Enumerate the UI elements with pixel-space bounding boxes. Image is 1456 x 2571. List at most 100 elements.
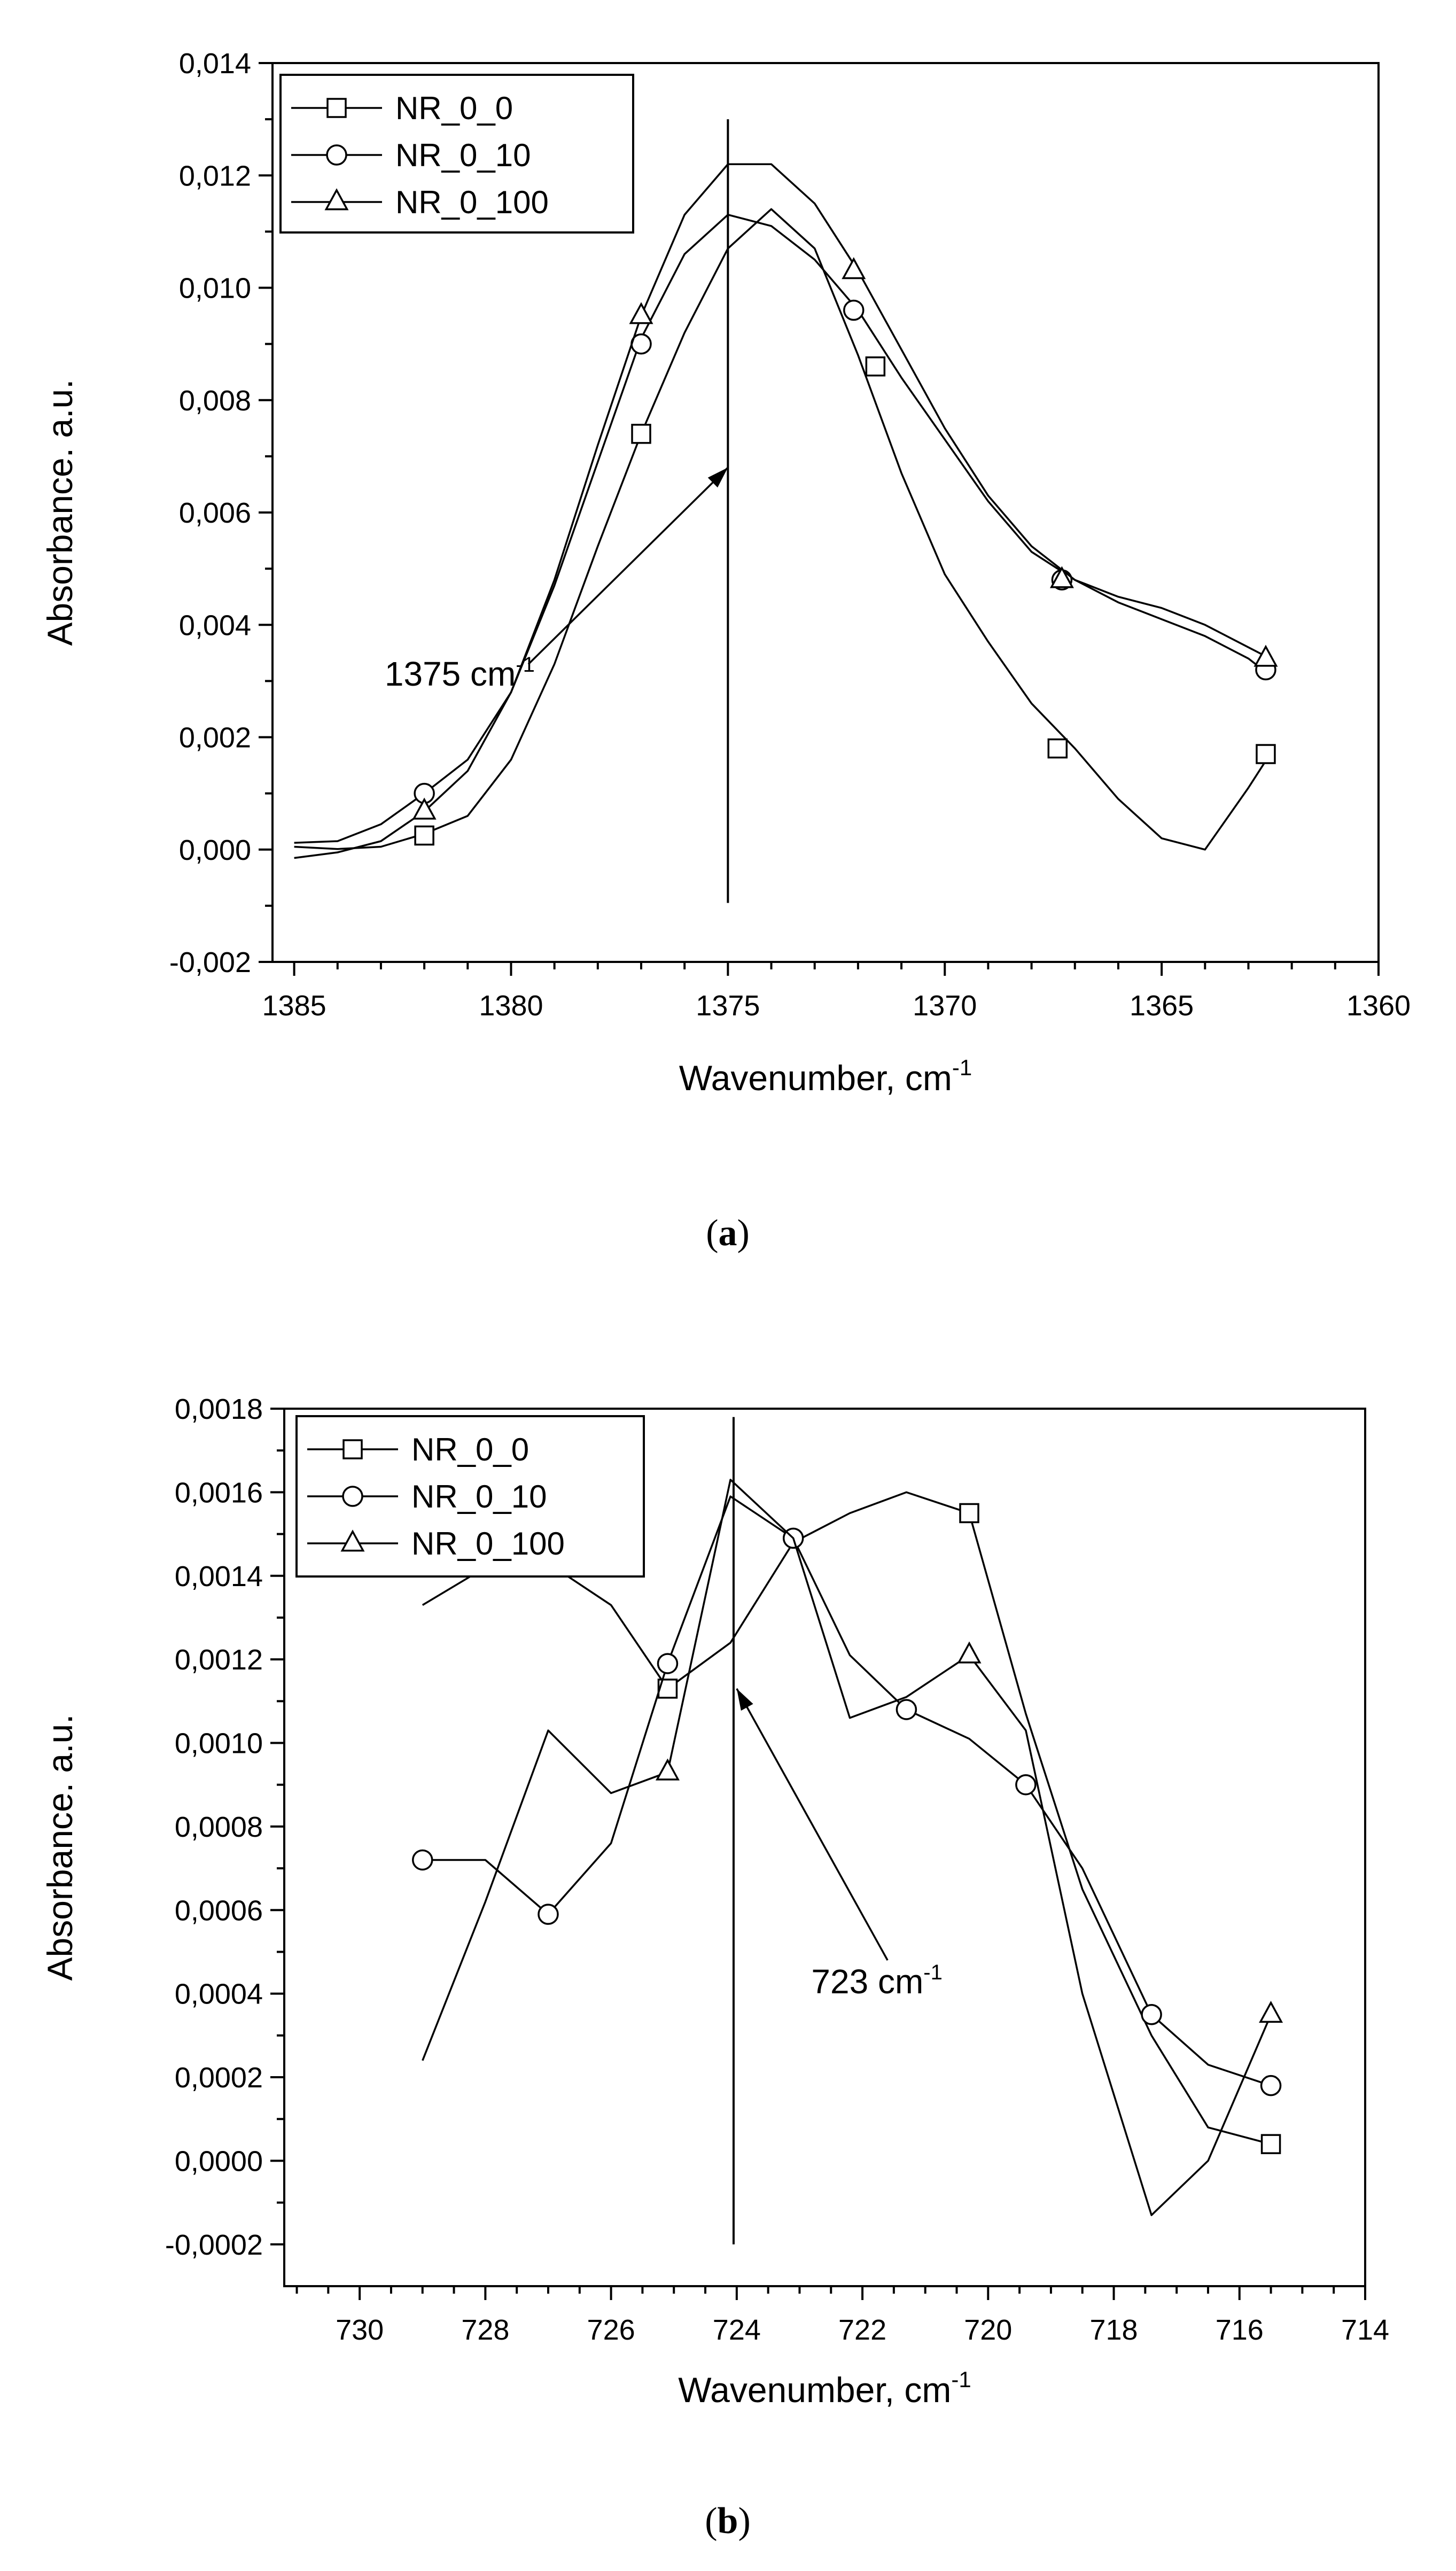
chart-a-y-tick-label: -0,002 bbox=[169, 946, 251, 978]
chart-a-x-tick-label: 1370 bbox=[913, 990, 977, 1022]
chart-b-x-tick-label: 718 bbox=[1089, 2314, 1138, 2346]
chart-b-series-line-NR_0_10 bbox=[422, 1495, 1272, 2087]
chart-b-y-tick-label: 0,0018 bbox=[175, 1393, 263, 1425]
chart-b-y-tick-label: 0,0012 bbox=[175, 1644, 263, 1676]
chart-a-x-tick-label: 1375 bbox=[696, 990, 760, 1022]
chart-a-series-line-NR_0_10 bbox=[294, 214, 1271, 844]
chart-b-y-tick-label: 0,0010 bbox=[175, 1728, 263, 1760]
chart-a-x-tick-label: 1380 bbox=[479, 990, 543, 1022]
chart-b-legend-marker-NR_0_10 bbox=[342, 1486, 363, 1507]
chart-a-series-line-NR_0_100 bbox=[294, 163, 1271, 859]
chart-b-y-tick-label: 0,0004 bbox=[175, 1978, 263, 2010]
chart-a-x-tick-label: 1365 bbox=[1130, 990, 1194, 1022]
chart-a-y-tick-label: 0,004 bbox=[179, 609, 251, 641]
chart-a-y-tick-label: 0,000 bbox=[179, 834, 251, 866]
chart-b-data-point-NR_0_100 bbox=[957, 1641, 982, 1664]
caption-b-letter: b bbox=[718, 2500, 738, 2542]
chart-b-data-point-NR_0_100 bbox=[1259, 2000, 1283, 2023]
chart-a-y-tick-label: 0,010 bbox=[179, 273, 251, 305]
chart-a-data-point-NR_0_0 bbox=[631, 424, 651, 444]
chart-a-x-axis-title: Wavenumber, cm-1 bbox=[679, 1055, 972, 1098]
chart-a-annotation-label-text: 1375 cm bbox=[385, 655, 516, 693]
panel-b-chart: 730 728 726 724 722 720 718 716 714 -0,0002 0,0000… bbox=[40, 1393, 1389, 2410]
chart-b-x-tick-label: 726 bbox=[587, 2314, 635, 2346]
chart-a-data-point-NR_0_0 bbox=[1047, 738, 1068, 759]
chart-b-y-tick-label: 0,0016 bbox=[175, 1477, 263, 1509]
chart-a-y-tick-label: 0,008 bbox=[179, 385, 251, 417]
chart-a-y-tick-label: 0,006 bbox=[179, 497, 251, 529]
chart-b-annotation-label-text: 723 cm bbox=[811, 1962, 923, 2001]
chart-b-annotation-arrow bbox=[736, 1688, 889, 1961]
chart-a-x-axis-title-text: Wavenumber, cm bbox=[679, 1058, 952, 1098]
chart-a-y-tick-label: 0,014 bbox=[179, 48, 251, 80]
chart-b-y-tick-label: 0,0006 bbox=[175, 1894, 263, 1927]
chart-b-x-tick-label: 716 bbox=[1216, 2314, 1264, 2346]
chart-b-x-axis-title-text: Wavenumber, cm bbox=[678, 2370, 951, 2410]
chart-a-y-axis-title: Absorbance. a.u. bbox=[40, 379, 80, 646]
chart-b-y-tick-label: 0,0002 bbox=[175, 2062, 263, 2094]
chart-a-y-tick-label: 0,002 bbox=[179, 722, 251, 754]
panel-b-caption: (b) bbox=[705, 2500, 751, 2542]
chart-b-legend-marker-NR_0_0 bbox=[342, 1439, 363, 1459]
chart-b-annotation-label: 723 cm-1 bbox=[811, 1961, 942, 2001]
chart-b-plot-frame bbox=[283, 1408, 1366, 2287]
chart-a-data-point-NR_0_10 bbox=[843, 299, 865, 321]
chart-a-data-point-NR_0_100 bbox=[629, 302, 653, 324]
chart-b-x-tick-label: 714 bbox=[1341, 2314, 1389, 2346]
chart-a-legend-label-NR_0_100: NR_0_100 bbox=[395, 184, 549, 220]
chart-b-data-point-NR_0_10 bbox=[1015, 1774, 1037, 1796]
chart-b-data-point-NR_0_10 bbox=[1141, 2004, 1162, 2025]
chart-b-data-point-NR_0_0 bbox=[959, 1503, 979, 1524]
chart-a-series-line-NR_0_0 bbox=[294, 208, 1271, 851]
chart-a-annotation-arrowhead bbox=[707, 467, 728, 488]
chart-b-y-tick-label: 0,0008 bbox=[175, 1811, 263, 1843]
chart-b-data-point-NR_0_10 bbox=[1260, 2075, 1282, 2096]
chart-a-data-point-NR_0_0 bbox=[414, 825, 434, 846]
caption-b-open: ( bbox=[705, 2500, 717, 2542]
chart-b-data-point-NR_0_10 bbox=[412, 1849, 433, 1871]
chart-a-annotation-arrow bbox=[527, 467, 729, 665]
caption-a-letter: a bbox=[719, 1213, 737, 1254]
chart-a-data-point-NR_0_100 bbox=[1049, 566, 1074, 588]
caption-b-close: ) bbox=[738, 2500, 750, 2542]
chart-a-annotation-label-sup: -1 bbox=[516, 653, 535, 677]
chart-a-annotation-label: 1375 cm-1 bbox=[385, 653, 535, 693]
chart-b-legend-label-NR_0_0: NR_0_0 bbox=[411, 1432, 529, 1467]
chart-a-legend-marker-NR_0_100 bbox=[324, 188, 349, 211]
chart-a-x-axis-title-sup: -1 bbox=[952, 1055, 972, 1080]
chart-b-data-point-NR_0_100 bbox=[655, 1758, 680, 1781]
chart-a-data-point-NR_0_100 bbox=[1253, 644, 1278, 667]
chart-b-y-axis-title: Absorbance. a.u. bbox=[40, 1714, 80, 1981]
chart-b-data-point-NR_0_10 bbox=[657, 1653, 679, 1674]
chart-b-series-line-NR_0_100 bbox=[422, 1479, 1272, 2216]
chart-a-x-tick-label: 1360 bbox=[1346, 990, 1411, 1022]
panel-a-chart: 1385 1380 1375 1370 1365 1360 -0,002 0,000 0,002… bbox=[40, 48, 1411, 1098]
chart-b-annotation-arrowhead bbox=[736, 1688, 753, 1711]
chart-b-x-axis-title-sup: -1 bbox=[951, 2367, 971, 2392]
chart-b-legend-marker-NR_0_100 bbox=[340, 1529, 365, 1552]
chart-b-y-tick-label: 0,0014 bbox=[175, 1560, 263, 1593]
chart-a-legend-marker-NR_0_0 bbox=[326, 98, 347, 118]
chart-a-legend-marker-NR_0_10 bbox=[326, 144, 347, 166]
chart-b-data-point-NR_0_10 bbox=[538, 1904, 559, 1925]
chart-b-legend-label-NR_0_100: NR_0_100 bbox=[411, 1526, 565, 1562]
chart-b-annotation-label-sup: -1 bbox=[923, 1961, 943, 1984]
chart-a-legend-label-NR_0_10: NR_0_10 bbox=[395, 137, 531, 173]
chart-a-data-point-NR_0_0 bbox=[1256, 744, 1276, 764]
chart-b-x-tick-label: 728 bbox=[461, 2314, 509, 2346]
chart-a-data-point-NR_0_100 bbox=[412, 797, 437, 820]
chart-b-x-tick-label: 722 bbox=[838, 2314, 886, 2346]
chart-a-data-point-NR_0_100 bbox=[842, 257, 866, 279]
caption-a-close: ) bbox=[737, 1213, 750, 1254]
chart-a-x-tick-label: 1385 bbox=[262, 990, 326, 1022]
chart-b-x-tick-label: 724 bbox=[713, 2314, 761, 2346]
caption-a-open: ( bbox=[706, 1213, 718, 1254]
chart-b-data-point-NR_0_0 bbox=[1260, 2134, 1281, 2154]
chart-b-y-tick-label: -0,0002 bbox=[165, 2229, 263, 2261]
panel-a-caption: (a) bbox=[706, 1213, 750, 1254]
chart-b-x-axis-title: Wavenumber, cm-1 bbox=[678, 2367, 971, 2410]
chart-b-y-tick-label: 0,0000 bbox=[175, 2145, 263, 2177]
chart-a-data-point-NR_0_0 bbox=[865, 356, 886, 377]
chart-a-y-tick-label: 0,012 bbox=[179, 160, 251, 192]
